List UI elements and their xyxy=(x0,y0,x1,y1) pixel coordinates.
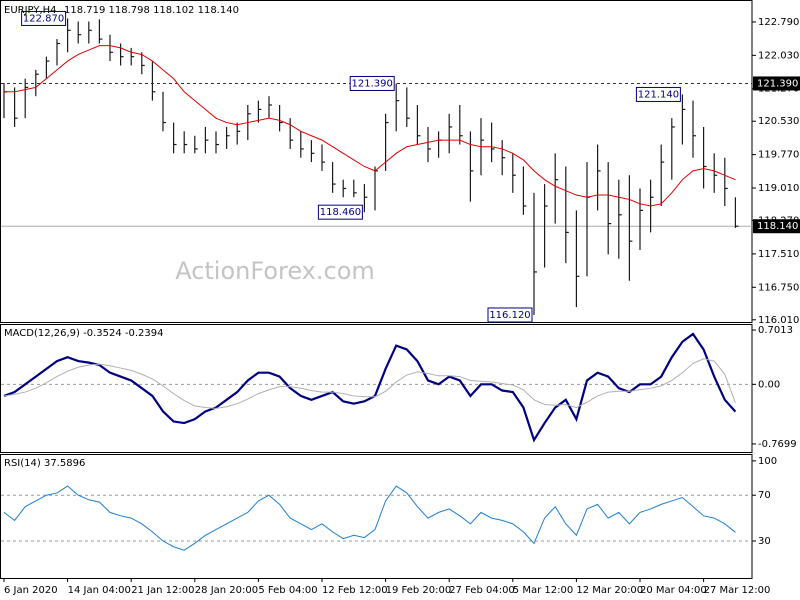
annotation-label: 116.120 xyxy=(489,310,530,321)
annotation-label: 118.460 xyxy=(320,207,361,218)
x-tick-label: 27 Feb 04:00 xyxy=(449,585,515,596)
y-tick-label: 120.530 xyxy=(758,116,799,127)
price-label-box xyxy=(753,219,800,234)
panel-title: RSI(14) 37.5896 xyxy=(4,458,85,469)
indicator-line xyxy=(3,332,737,443)
x-tick-label: 21 Jan 12:00 xyxy=(131,585,194,596)
panel-frame xyxy=(0,454,753,579)
y-tick-label: 122.030 xyxy=(758,50,799,61)
x-tick-label: 27 Mar 12:00 xyxy=(704,585,771,596)
chart-subtitle: 118.719 118.798 118.102 118.140 xyxy=(64,5,239,16)
y-tick-label: 30 xyxy=(758,536,771,547)
x-tick-label: 20 Mar 04:00 xyxy=(640,585,707,596)
y-tick-label: 116.750 xyxy=(758,282,799,293)
x-tick-label: 14 Jan 04:00 xyxy=(68,585,131,596)
x-tick-label: 5 Feb 04:00 xyxy=(258,585,317,596)
x-tick-label: 12 Mar 20:00 xyxy=(576,585,643,596)
annotation-box xyxy=(21,10,67,26)
y-tick-label: 0.00 xyxy=(758,379,780,390)
panel-frame xyxy=(0,324,753,453)
y-tick-label: 0.7013 xyxy=(758,325,793,336)
price-label: 121.390 xyxy=(757,78,798,89)
price-label-box xyxy=(753,76,800,91)
annotation-box xyxy=(487,307,533,323)
moving-average xyxy=(4,45,736,207)
indicator-line xyxy=(3,358,736,409)
annotation-box xyxy=(317,204,363,220)
y-tick-label: 100 xyxy=(758,456,777,467)
y-tick-label: 70 xyxy=(758,490,771,501)
price-label: 118.140 xyxy=(757,221,798,232)
watermark: ActionForex.com xyxy=(175,257,375,285)
panel-frame xyxy=(0,0,753,323)
x-tick-label: 5 Mar 12:00 xyxy=(513,585,573,596)
y-tick-label: 122.790 xyxy=(758,17,799,28)
x-tick-label: 6 Jan 2020 xyxy=(4,585,58,596)
annotation-label: 122.870 xyxy=(23,13,64,24)
annotation-box xyxy=(635,86,681,102)
y-tick-label: 119.010 xyxy=(758,183,799,194)
annotation-label: 121.390 xyxy=(352,78,393,89)
chart-title: EURJPY,H4 xyxy=(4,5,57,16)
annotation-label: 121.140 xyxy=(638,89,679,100)
x-tick-label: 19 Feb 20:00 xyxy=(386,585,452,596)
y-tick-label: 119.770 xyxy=(758,150,799,161)
y-tick-label: 116.010 xyxy=(758,315,799,326)
x-tick-label: 28 Jan 20:00 xyxy=(195,585,258,596)
annotation-box xyxy=(349,75,395,91)
panel-title: MACD(12,26,9) -0.3524 -0.2394 xyxy=(4,328,164,339)
y-tick-label: 117.510 xyxy=(758,249,799,260)
indicator-line xyxy=(3,485,736,551)
x-tick-label: 12 Feb 12:00 xyxy=(322,585,388,596)
y-tick-label: -0.7699 xyxy=(758,439,797,450)
